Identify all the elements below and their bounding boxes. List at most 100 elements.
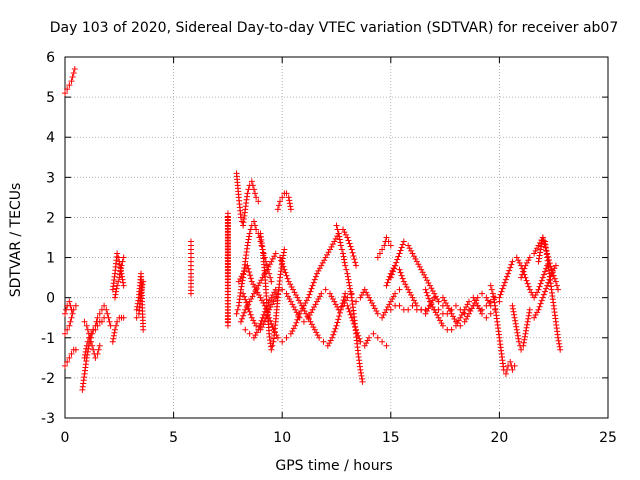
- data-point: [246, 330, 253, 337]
- data-point: [281, 266, 288, 273]
- data-point: [396, 250, 403, 257]
- data-point: [279, 194, 286, 201]
- data-point: [343, 266, 350, 273]
- data-point: [115, 254, 122, 261]
- data-point: [242, 296, 249, 303]
- data-point: [438, 320, 445, 327]
- data-point: [536, 283, 543, 290]
- x-tick-label: 5: [169, 430, 178, 446]
- data-point: [422, 286, 429, 293]
- data-point: [470, 302, 477, 309]
- data-point: [483, 294, 490, 301]
- data-point: [397, 247, 404, 254]
- data-point: [110, 332, 117, 339]
- data-point: [256, 279, 263, 286]
- data-point: [312, 273, 319, 280]
- data-point: [344, 234, 351, 241]
- data-point: [252, 332, 259, 339]
- data-point: [326, 340, 333, 347]
- data-point: [336, 309, 343, 316]
- y-tick-label: 4: [46, 130, 55, 146]
- grid: [65, 57, 608, 418]
- data-point: [552, 262, 559, 269]
- data-point: [396, 302, 403, 309]
- data-point: [286, 200, 293, 207]
- data-point: [272, 250, 279, 257]
- data-point: [521, 265, 528, 272]
- data-point: [479, 290, 486, 297]
- data-point: [104, 310, 111, 317]
- data-point: [439, 294, 446, 301]
- data-point: [111, 329, 118, 336]
- data-point: [477, 308, 484, 315]
- data-point: [337, 242, 344, 249]
- data-point: [95, 346, 102, 353]
- data-point: [425, 295, 432, 302]
- data-point: [399, 241, 406, 248]
- data-point: [118, 262, 125, 269]
- data-point: [345, 237, 352, 244]
- data-point: [335, 230, 342, 237]
- data-point: [258, 297, 265, 304]
- y-tick-label: -2: [41, 371, 55, 387]
- data-point: [252, 190, 259, 197]
- data-point: [316, 265, 323, 272]
- data-point: [532, 312, 539, 319]
- data-point: [540, 291, 547, 298]
- data-point: [452, 302, 459, 309]
- data-point: [545, 279, 552, 286]
- data-point: [268, 294, 275, 301]
- data-point: [260, 300, 267, 307]
- data-point: [283, 334, 290, 341]
- x-tick-label: 0: [61, 430, 70, 446]
- data-point: [432, 309, 439, 316]
- data-point: [502, 370, 509, 377]
- data-point: [405, 242, 412, 249]
- y-tick-label: 5: [46, 90, 55, 106]
- data-point: [303, 297, 310, 304]
- data-point: [269, 301, 276, 308]
- data-point: [248, 314, 255, 321]
- data-point: [500, 282, 507, 289]
- data-point: [521, 333, 528, 340]
- data-point: [498, 288, 505, 295]
- data-point: [409, 302, 416, 309]
- plot-frame: [64, 56, 609, 419]
- data-point: [359, 378, 366, 385]
- data-point: [332, 301, 339, 308]
- data-point: [306, 291, 313, 298]
- data-point: [338, 246, 345, 253]
- data-point: [345, 276, 352, 283]
- data-point: [119, 276, 126, 283]
- data-point: [64, 358, 71, 365]
- data-point: [139, 284, 146, 291]
- data-point: [283, 272, 290, 279]
- data-point: [116, 271, 123, 278]
- data-point: [310, 324, 317, 331]
- data-point: [249, 182, 256, 189]
- data-point: [542, 288, 549, 295]
- data-point: [274, 206, 281, 213]
- data-point: [342, 231, 349, 238]
- data-point: [341, 293, 348, 300]
- data-point: [68, 306, 75, 313]
- data-point: [268, 320, 275, 327]
- data-point: [534, 309, 541, 316]
- data-point: [86, 334, 93, 341]
- data-point: [253, 194, 260, 201]
- data-point: [413, 258, 420, 265]
- data-point: [425, 279, 432, 286]
- data-point: [292, 306, 299, 313]
- data-point: [504, 273, 511, 280]
- data-point: [366, 294, 373, 301]
- data-point: [513, 326, 520, 333]
- x-tick-label: 25: [599, 430, 617, 446]
- data-point: [322, 286, 329, 293]
- data-point: [340, 250, 347, 257]
- data-point: [354, 329, 361, 336]
- data-point: [259, 314, 266, 321]
- data-point: [385, 238, 392, 245]
- data-point: [336, 313, 343, 320]
- data-point: [72, 346, 79, 353]
- data-point: [423, 289, 430, 296]
